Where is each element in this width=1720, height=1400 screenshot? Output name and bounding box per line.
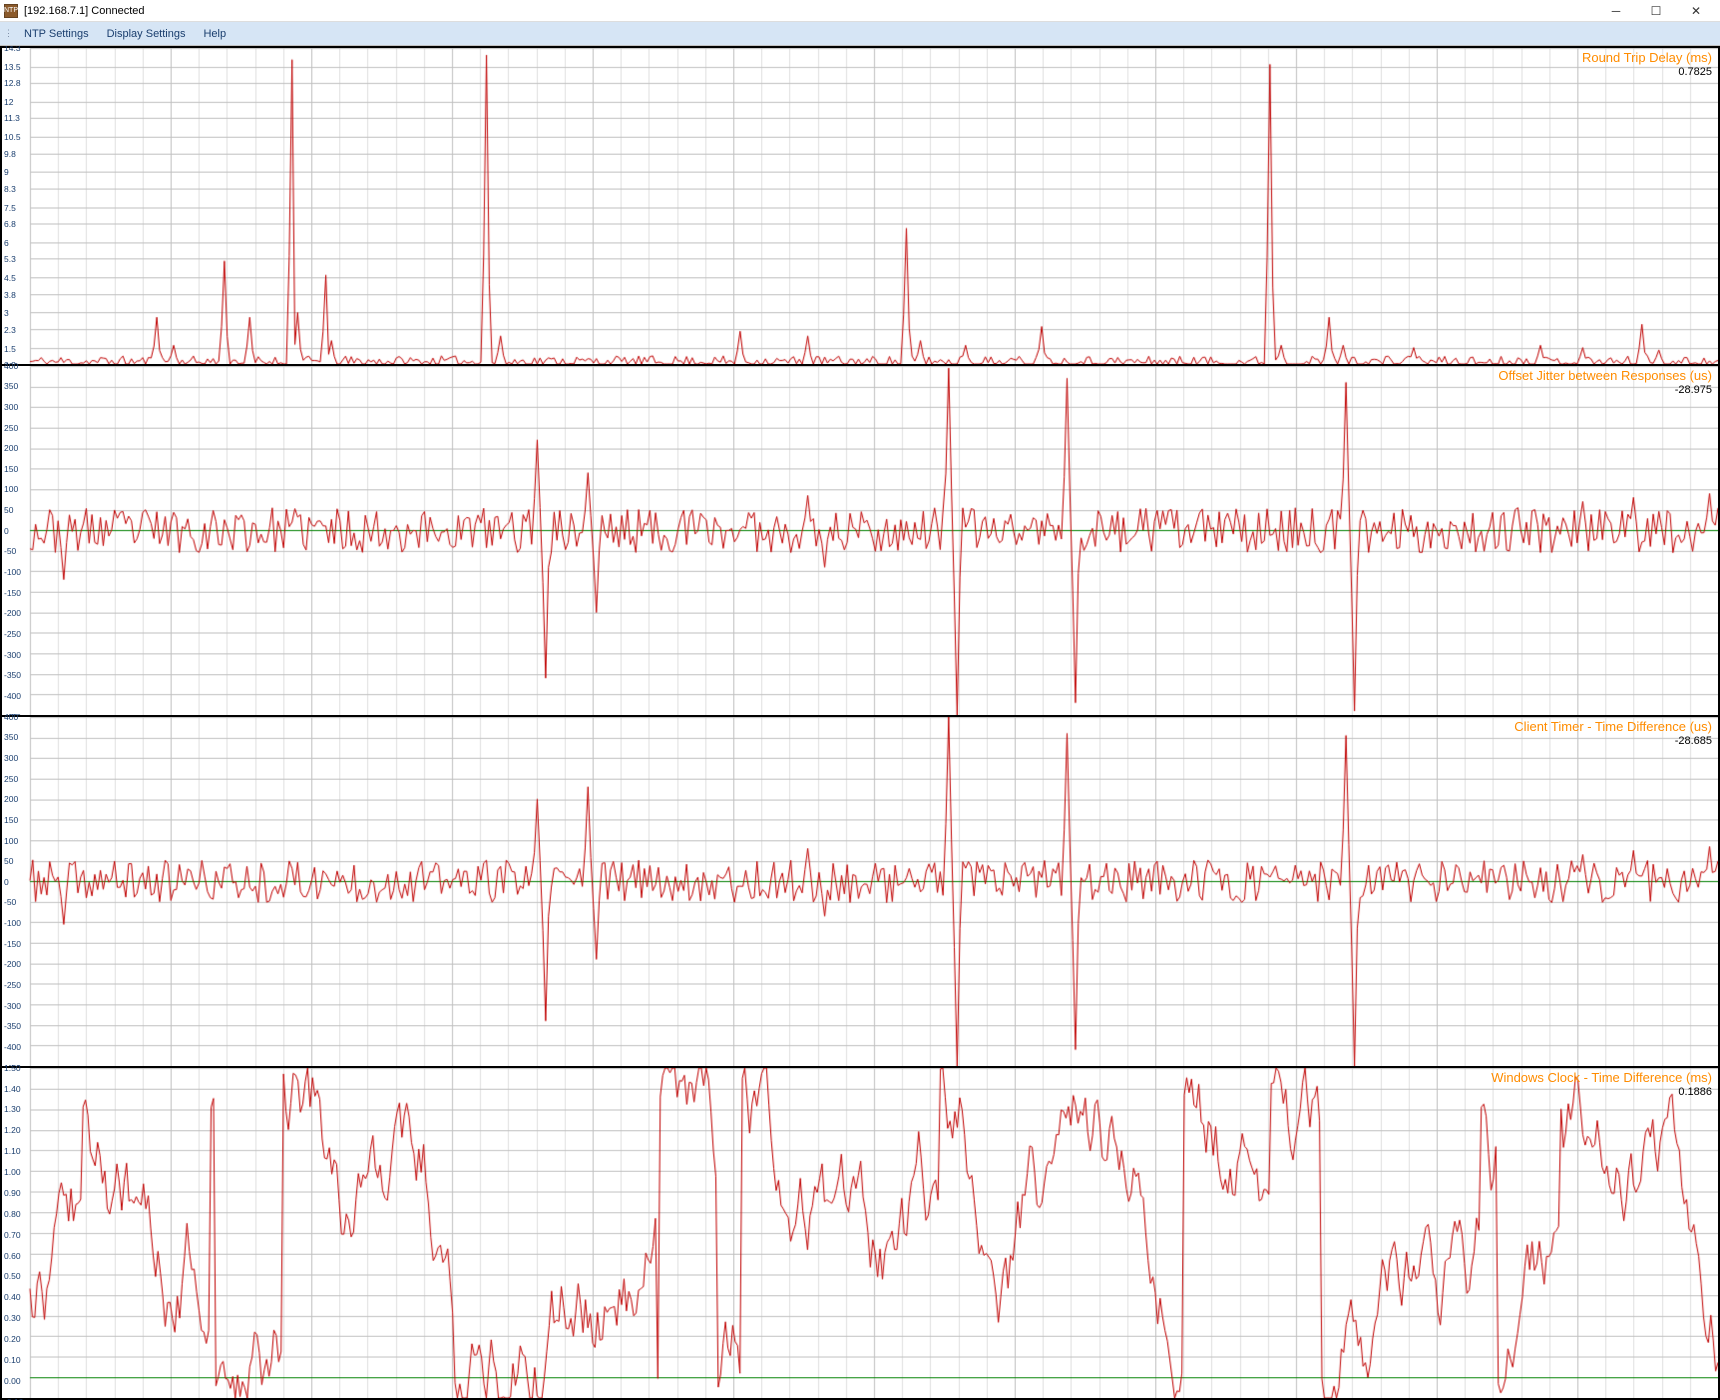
chart-canvas — [2, 717, 1718, 1066]
window-controls: ─ ☐ ✕ — [1596, 1, 1716, 21]
maximize-button[interactable]: ☐ — [1636, 1, 1676, 21]
close-button[interactable]: ✕ — [1676, 1, 1716, 21]
menu-display-settings[interactable]: Display Settings — [99, 25, 194, 43]
menubar: ⋮ NTP Settings Display Settings Help — [0, 22, 1720, 46]
charts-container: 14.313.512.81211.310.59.898.37.56.865.34… — [0, 46, 1720, 1400]
chart-canvas — [2, 366, 1718, 715]
chart-round-trip-delay: 14.313.512.81211.310.59.898.37.56.865.34… — [0, 46, 1720, 364]
chart-windows-clock: 1.501.401.301.201.101.000.900.800.700.60… — [0, 1066, 1720, 1400]
chart-client-timer: 400350300250200150100500-50-100-150-200-… — [0, 715, 1720, 1066]
chart-canvas — [2, 1068, 1718, 1398]
titlebar: NTP [192.168.7.1] Connected ─ ☐ ✕ — [0, 0, 1720, 22]
menu-ntp-settings[interactable]: NTP Settings — [16, 25, 97, 43]
app-icon: NTP — [4, 4, 18, 18]
menubar-grip-icon: ⋮ — [2, 28, 14, 39]
window-title: [192.168.7.1] Connected — [24, 5, 1596, 17]
minimize-button[interactable]: ─ — [1596, 1, 1636, 21]
chart-canvas — [2, 48, 1718, 364]
chart-offset-jitter: 400350300250200150100500-50-100-150-200-… — [0, 364, 1720, 715]
menu-help[interactable]: Help — [195, 25, 234, 43]
